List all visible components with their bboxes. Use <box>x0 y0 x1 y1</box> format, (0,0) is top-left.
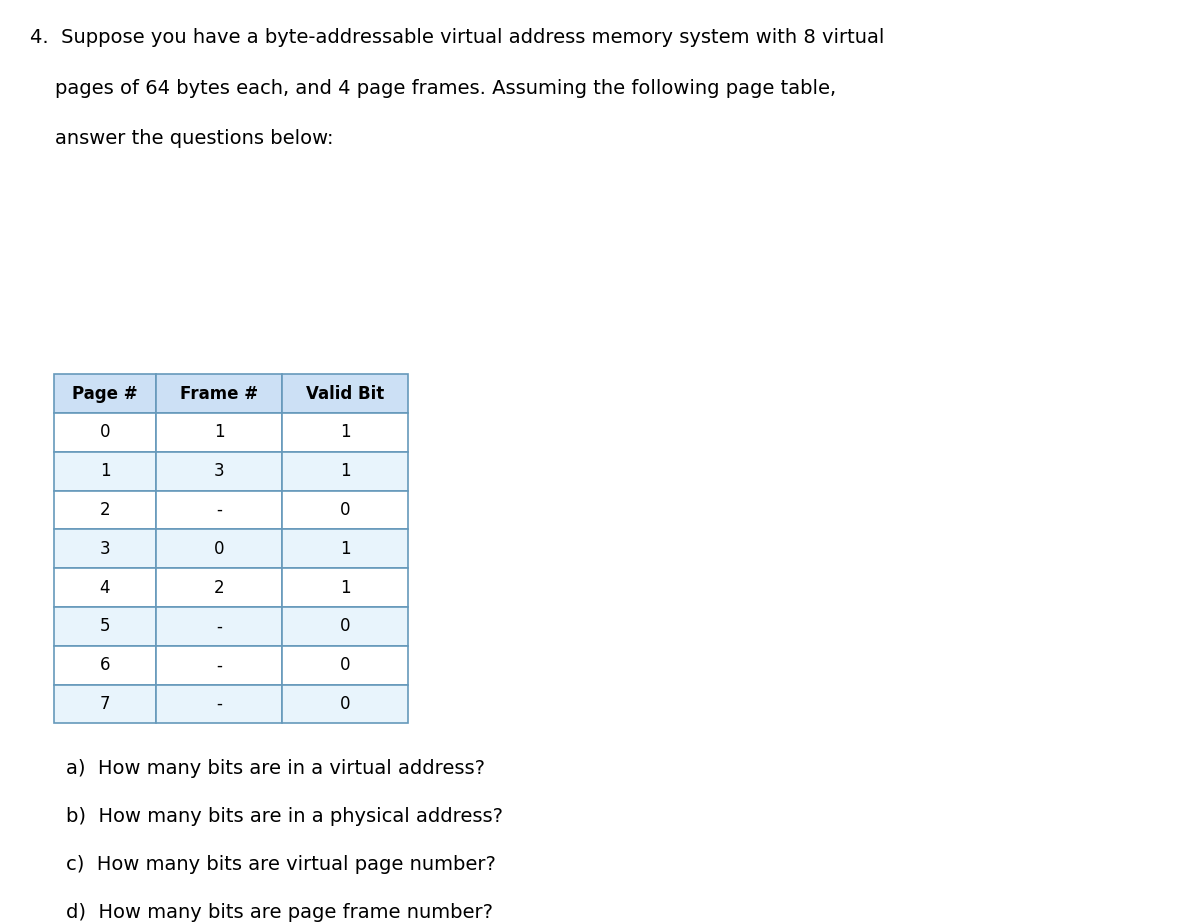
Text: 1: 1 <box>340 540 350 558</box>
Text: -: - <box>216 501 222 519</box>
Bar <box>282 529 408 568</box>
Text: 0: 0 <box>214 540 224 558</box>
Text: Frame #: Frame # <box>180 384 258 403</box>
Text: 1: 1 <box>214 423 224 442</box>
Bar <box>54 491 156 529</box>
Bar <box>282 452 408 491</box>
Text: -: - <box>216 656 222 675</box>
Text: 4.  Suppose you have a byte-addressable virtual address memory system with 8 vir: 4. Suppose you have a byte-addressable v… <box>30 28 884 47</box>
Text: 2: 2 <box>100 501 110 519</box>
Bar <box>282 685 408 723</box>
Text: 3: 3 <box>214 462 224 480</box>
Text: Valid Bit: Valid Bit <box>306 384 384 403</box>
Text: 0: 0 <box>340 617 350 636</box>
Text: 6: 6 <box>100 656 110 675</box>
Bar <box>54 413 156 452</box>
Bar <box>54 607 156 646</box>
Text: -: - <box>216 695 222 713</box>
Text: -: - <box>216 617 222 636</box>
Text: c)  How many bits are virtual page number?: c) How many bits are virtual page number… <box>66 855 496 874</box>
Bar <box>282 491 408 529</box>
Text: Page #: Page # <box>72 384 138 403</box>
Bar <box>54 685 156 723</box>
Text: 1: 1 <box>340 462 350 480</box>
Bar <box>54 529 156 568</box>
Text: 0: 0 <box>340 656 350 675</box>
Text: b)  How many bits are in a physical address?: b) How many bits are in a physical addre… <box>66 807 503 826</box>
Text: 0: 0 <box>340 501 350 519</box>
Text: 0: 0 <box>100 423 110 442</box>
Text: 5: 5 <box>100 617 110 636</box>
Bar <box>156 452 282 491</box>
Bar <box>156 374 282 413</box>
Text: pages of 64 bytes each, and 4 page frames. Assuming the following page table,: pages of 64 bytes each, and 4 page frame… <box>30 79 836 98</box>
Text: a)  How many bits are in a virtual address?: a) How many bits are in a virtual addres… <box>66 759 485 778</box>
Bar <box>282 646 408 685</box>
Bar <box>156 529 282 568</box>
Bar <box>156 646 282 685</box>
Text: 1: 1 <box>340 578 350 597</box>
Bar <box>54 646 156 685</box>
Text: d)  How many bits are page frame number?: d) How many bits are page frame number? <box>66 903 493 922</box>
Text: 3: 3 <box>100 540 110 558</box>
Text: 1: 1 <box>340 423 350 442</box>
Bar <box>282 374 408 413</box>
Bar <box>156 413 282 452</box>
Bar <box>282 607 408 646</box>
Bar <box>282 568 408 607</box>
Text: 1: 1 <box>100 462 110 480</box>
Text: 7: 7 <box>100 695 110 713</box>
Text: 4: 4 <box>100 578 110 597</box>
Bar <box>156 607 282 646</box>
Bar <box>54 374 156 413</box>
Bar <box>156 491 282 529</box>
Bar <box>54 568 156 607</box>
Bar <box>282 413 408 452</box>
Text: 2: 2 <box>214 578 224 597</box>
Bar <box>156 568 282 607</box>
Bar <box>156 685 282 723</box>
Text: 0: 0 <box>340 695 350 713</box>
Bar <box>54 452 156 491</box>
Text: answer the questions below:: answer the questions below: <box>30 129 334 149</box>
